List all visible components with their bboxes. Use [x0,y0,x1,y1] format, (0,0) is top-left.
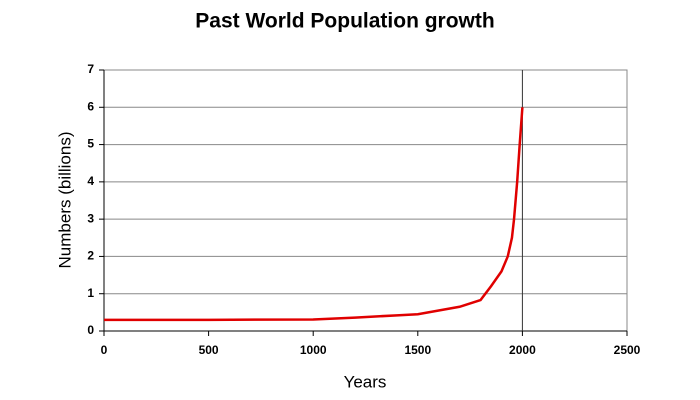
chart-title: Past World Population growth [195,10,494,33]
y-tick-label: 2 [87,249,94,263]
x-tick-label: 2500 [614,343,641,357]
y-tick-label: 4 [87,174,94,188]
x-tick-label: 1500 [404,343,431,357]
y-axis-label: Numbers (billions) [55,132,74,269]
y-tick-label: 3 [87,211,94,225]
y-tick-label: 1 [87,286,94,300]
x-tick-label: 2000 [509,343,536,357]
x-tick-label: 500 [199,343,219,357]
x-tick-label: 1000 [300,343,327,357]
plot-area [103,69,628,332]
y-tick-label: 5 [87,137,94,151]
x-axis-label: Years [344,372,387,391]
y-tick-label: 6 [87,99,94,113]
y-tick-label: 7 [87,62,94,76]
x-tick-label: 0 [101,343,108,357]
y-tick-label: 0 [87,323,94,337]
data-line [104,107,524,322]
